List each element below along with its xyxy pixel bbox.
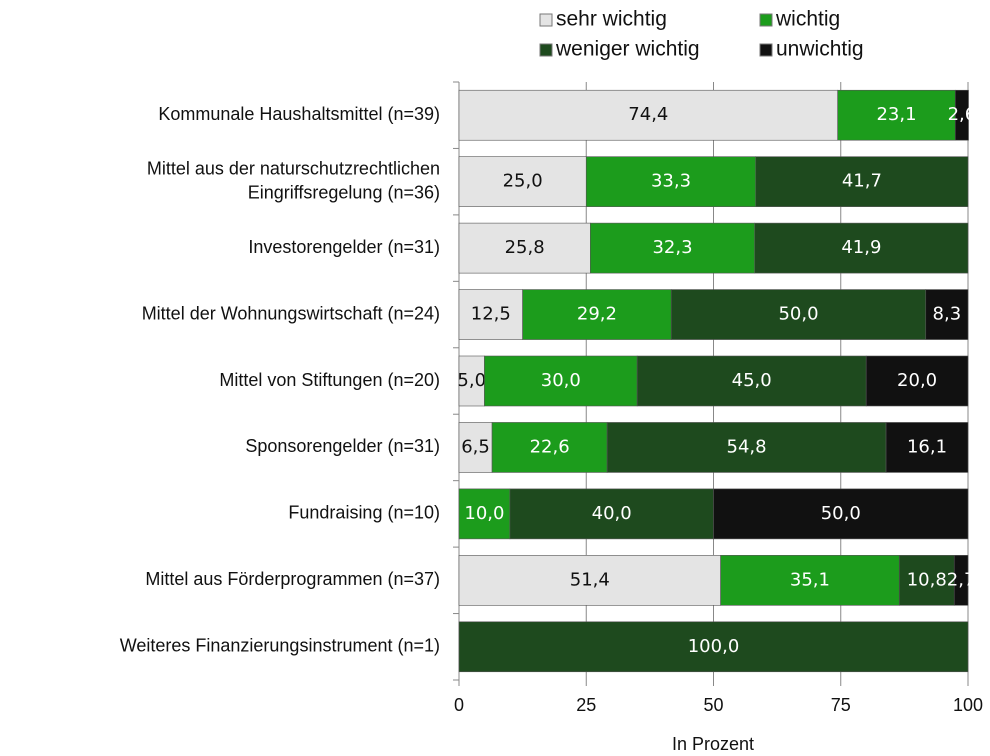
- data-label: 29,2: [577, 304, 617, 325]
- data-label: 50,0: [821, 503, 861, 524]
- data-label: 32,3: [652, 237, 692, 258]
- data-label: 30,0: [541, 370, 581, 391]
- legend-swatch: [539, 43, 553, 57]
- bar-segment: [636, 355, 867, 407]
- legend-label: sehr wichtig: [556, 8, 667, 31]
- bar-segment: [484, 355, 638, 407]
- y-tick-label: Fundraising (n=10): [288, 503, 440, 523]
- data-label: 33,3: [651, 171, 691, 192]
- data-label: 35,1: [790, 569, 830, 590]
- y-tick-label: Mittel aus Förderprogrammen (n=37): [145, 569, 440, 589]
- data-label: 100,0: [688, 636, 740, 657]
- bar-segment: [670, 289, 927, 340]
- y-tick-label: Sponsorengelder (n=31): [245, 436, 440, 456]
- legend-swatch: [539, 13, 553, 27]
- data-label: 23,1: [876, 104, 916, 125]
- data-label: 51,4: [570, 569, 610, 590]
- bar-segment: [954, 89, 969, 141]
- bar-segment: [458, 422, 493, 473]
- bar-segment: [458, 488, 511, 540]
- data-label: 41,7: [842, 171, 882, 192]
- bar-segment: [509, 488, 714, 540]
- y-tick-label: Mittel von Stiftungen (n=20): [219, 370, 440, 390]
- bar-segment: [522, 289, 672, 340]
- y-tick-label: Weiteres Finanzierungsinstrument (n=1): [120, 636, 440, 656]
- data-label: 25,8: [505, 237, 545, 258]
- y-tick-label: Mittel aus der naturschutzrechtlichen Ein…: [147, 158, 440, 202]
- bar-segment: [458, 621, 969, 673]
- bar-segment: [585, 156, 757, 207]
- x-tick-label: 75: [831, 695, 851, 715]
- data-label: 10,8: [907, 569, 947, 590]
- bar-segment: [590, 222, 756, 274]
- data-label: 8,3: [933, 304, 962, 325]
- legend-swatch: [759, 43, 773, 57]
- x-tick-label: 50: [703, 695, 723, 715]
- bar-segment: [925, 289, 969, 340]
- data-label: 12,5: [471, 304, 511, 325]
- x-axis-label: In Prozent: [672, 734, 754, 754]
- bar-segment: [458, 355, 485, 407]
- data-label: 50,0: [778, 304, 818, 325]
- data-label: 10,0: [464, 503, 504, 524]
- bar-segment: [755, 156, 969, 207]
- data-label: 74,4: [628, 104, 668, 125]
- bar-segment: [885, 422, 969, 473]
- legend-label: weniger wichtig: [555, 38, 700, 61]
- bar-segment: [953, 555, 969, 606]
- data-label: 22,6: [530, 436, 570, 457]
- data-label: 16,1: [907, 436, 947, 457]
- data-label: 54,8: [727, 436, 767, 457]
- bar-segment: [458, 289, 523, 340]
- data-label: 6,5: [461, 436, 490, 457]
- bar-segment: [865, 355, 969, 407]
- data-label: 45,0: [732, 370, 772, 391]
- data-label: 20,0: [897, 370, 937, 391]
- y-tick-label: Kommunale Haushaltsmittel (n=39): [158, 104, 440, 124]
- data-label: 2,7: [947, 569, 976, 590]
- data-label: 5,0: [457, 370, 486, 391]
- data-label: 40,0: [592, 503, 632, 524]
- legend-label: wichtig: [775, 8, 840, 31]
- y-tick-label: Mittel der Wohnungswirtschaft (n=24): [142, 303, 440, 323]
- legend-label: unwichtig: [776, 38, 864, 61]
- bar-segment: [491, 422, 608, 473]
- bar-segment: [458, 156, 587, 207]
- data-label: 41,9: [841, 237, 881, 258]
- x-tick-label: 25: [576, 695, 596, 715]
- x-tick-label: 0: [454, 695, 464, 715]
- bar-segment: [713, 488, 969, 540]
- y-tick-label: Investorengelder (n=31): [248, 237, 440, 257]
- data-label: 2,6: [948, 104, 977, 125]
- bar-segment: [458, 222, 591, 274]
- legend-swatch: [759, 13, 773, 27]
- bar-segment: [898, 555, 955, 606]
- bar-segment: [606, 422, 887, 473]
- x-tick-label: 100: [953, 695, 983, 715]
- bar-segment: [458, 555, 721, 606]
- bar-segment: [754, 222, 969, 274]
- data-label: 25,0: [503, 171, 543, 192]
